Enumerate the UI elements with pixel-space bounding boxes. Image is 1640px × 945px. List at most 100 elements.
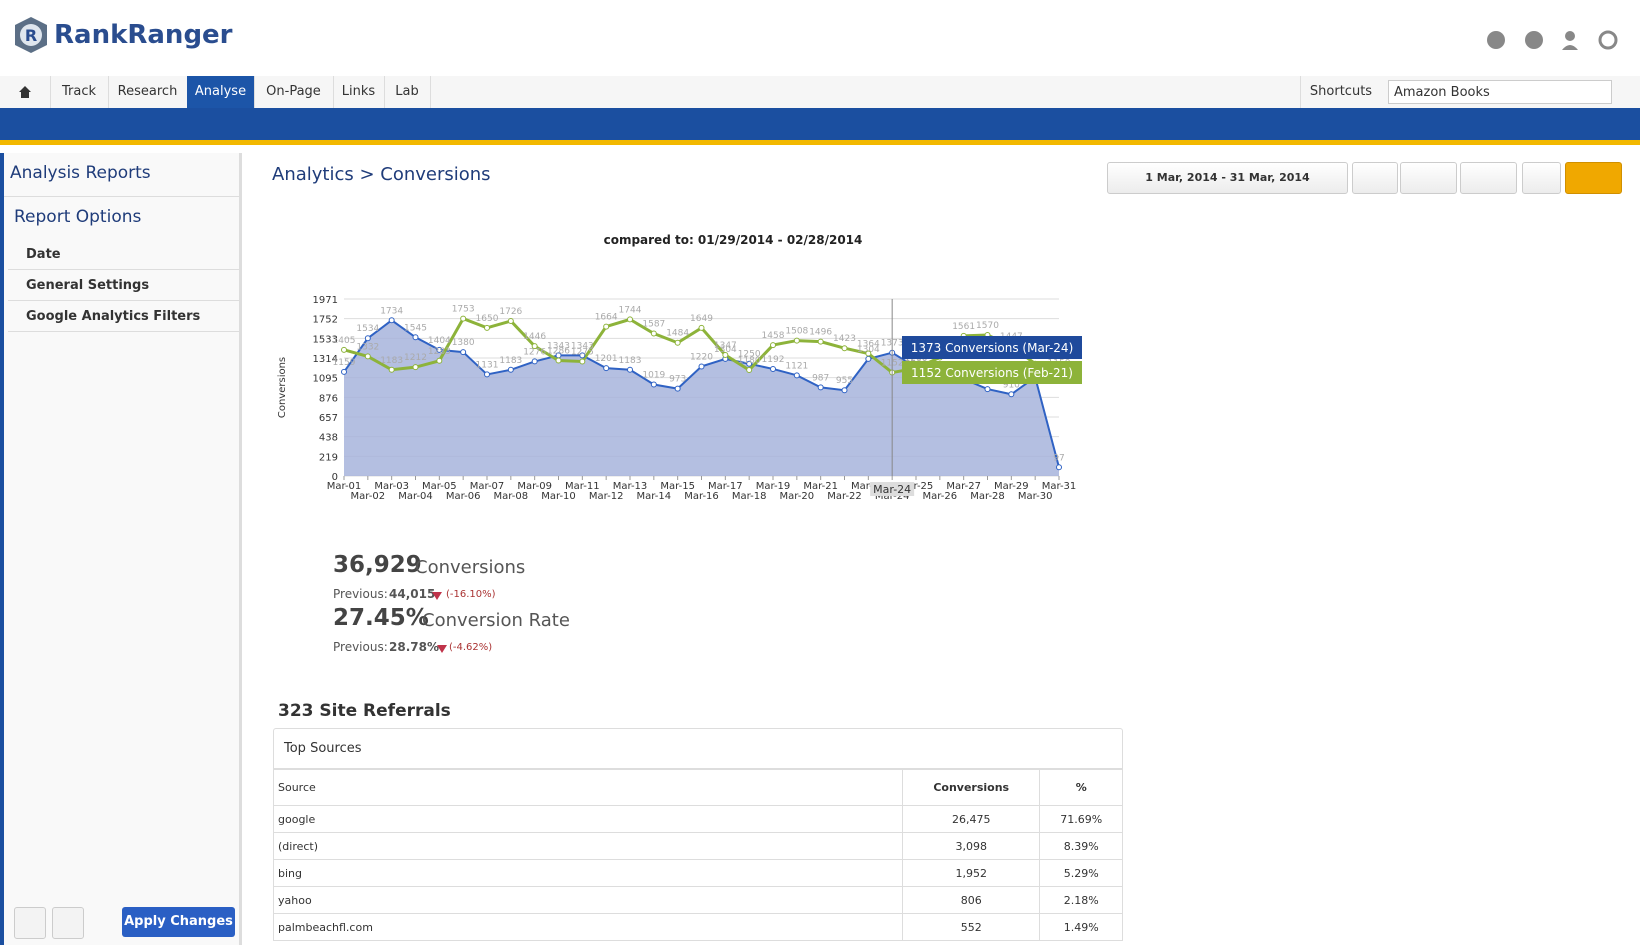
value-label: 1744	[619, 305, 642, 315]
point	[842, 388, 847, 393]
point	[413, 335, 418, 340]
point	[866, 351, 871, 356]
project-select[interactable]: Amazon Books	[1388, 80, 1612, 104]
sidebar-section[interactable]: Analysis Reports	[10, 163, 151, 183]
value-label: 987	[812, 373, 829, 383]
table-row: google26,47571.69%	[274, 806, 1123, 833]
value-label: 1201	[595, 354, 618, 364]
y-tick-label: 219	[319, 452, 338, 463]
value-label: 1726	[499, 307, 522, 317]
point	[604, 324, 609, 329]
value-label: 1649	[690, 314, 713, 324]
x-tick-label: Mar-28	[970, 491, 1005, 502]
sources-table: SourceConversions%google26,47571.69%(dir…	[273, 769, 1123, 941]
table-row: bing1,9525.29%	[274, 860, 1123, 887]
favorite-button[interactable]	[1522, 162, 1561, 194]
nav-tab[interactable]: Track	[50, 76, 109, 108]
down-icon	[437, 645, 447, 653]
report-option[interactable]: Google Analytics Filters	[8, 302, 242, 332]
down-icon	[432, 592, 442, 600]
table-cell: bing	[274, 860, 903, 887]
value-label: 1347	[714, 341, 737, 351]
table-cell: 8.39%	[1040, 833, 1123, 860]
nav-tab[interactable]: Research	[108, 76, 188, 108]
value-label: 1446	[523, 332, 546, 342]
value-label: 973	[669, 375, 686, 385]
point	[866, 356, 871, 361]
chart: compared to: 01/29/2014 - 02/28/2014Conv…	[250, 230, 1120, 510]
date-range[interactable]: 1 Mar, 2014 - 31 Mar, 2014	[1107, 162, 1348, 194]
shortcuts[interactable]: Shortcuts	[1300, 76, 1381, 108]
value-label: 1458	[762, 331, 785, 341]
table-title: 323 Site Referrals	[278, 701, 451, 721]
point	[794, 373, 799, 378]
x-tick-label: Mar-06	[446, 491, 481, 502]
point	[365, 354, 370, 359]
table-cell: (direct)	[274, 833, 903, 860]
value-label: 1484	[666, 329, 689, 339]
y-tick-label: 1095	[313, 374, 338, 385]
point	[580, 359, 585, 364]
country-button[interactable]	[1460, 162, 1517, 194]
refresh-button[interactable]	[14, 907, 46, 939]
header-icons[interactable]	[1482, 28, 1622, 52]
y-axis-title: Conversions	[277, 357, 288, 418]
stat-label: Conversions	[415, 557, 525, 578]
table-cell: 552	[903, 914, 1040, 941]
table-cell: 71.69%	[1040, 806, 1123, 833]
table-cell: palmbeachfl.com	[274, 914, 903, 941]
table-cell: 5.29%	[1040, 860, 1123, 887]
value-label: 1587	[642, 319, 665, 329]
point	[675, 386, 680, 391]
report-option[interactable]: Date	[8, 240, 242, 270]
column-header: Source	[274, 770, 903, 806]
value-label: 1180	[738, 356, 761, 366]
sidebar-section[interactable]: Report Options	[14, 207, 141, 227]
table-cell: 3,098	[903, 833, 1040, 860]
report-option[interactable]: General Settings	[8, 271, 242, 301]
previous-label: Previous:	[333, 640, 388, 654]
point	[1009, 392, 1014, 397]
value-label: 1561	[952, 322, 975, 332]
value-label: 1192	[762, 355, 785, 365]
point	[675, 340, 680, 345]
svg-text:R: R	[25, 26, 37, 45]
home-tab[interactable]	[0, 76, 51, 108]
y-tick-label: 657	[319, 413, 338, 424]
value-label: 1753	[452, 305, 475, 315]
print-button[interactable]	[1352, 162, 1398, 194]
value-label: 1332	[356, 342, 379, 352]
settings-button[interactable]	[1565, 162, 1622, 194]
save-button[interactable]	[52, 907, 84, 939]
nav-tab[interactable]: Analyse	[187, 76, 255, 108]
x-tick-label: Mar-12	[589, 491, 624, 502]
value-label: 1183	[619, 356, 642, 366]
x-tick-label: Mar-08	[494, 491, 529, 502]
value-label: 1664	[595, 313, 618, 323]
nav-tab[interactable]: Lab	[384, 76, 431, 108]
point	[389, 318, 394, 323]
y-tick-label: 876	[319, 393, 338, 404]
column-header: %	[1040, 770, 1123, 806]
point	[461, 350, 466, 355]
value-label: 1131	[476, 360, 499, 370]
export-button[interactable]	[1400, 162, 1457, 194]
value-label: 1019	[642, 370, 665, 380]
point	[699, 325, 704, 330]
tooltip: 1152 Conversions (Feb-21)	[911, 366, 1073, 380]
table-row: palmbeachfl.com5521.49%	[274, 914, 1123, 941]
point	[437, 358, 442, 363]
value-label: 1283	[428, 347, 451, 357]
apply-button[interactable]: Apply Changes	[122, 907, 235, 937]
x-tick-label: Mar-04	[398, 491, 433, 502]
logo-icon: R	[12, 16, 50, 54]
stat-value: 27.45%	[333, 605, 429, 631]
table-row: yahoo8062.18%	[274, 887, 1123, 914]
point	[771, 343, 776, 348]
point	[342, 347, 347, 352]
nav-tab[interactable]: Links	[333, 76, 385, 108]
point	[628, 367, 633, 372]
point	[699, 364, 704, 369]
nav-tab[interactable]: On-Page	[254, 76, 334, 108]
